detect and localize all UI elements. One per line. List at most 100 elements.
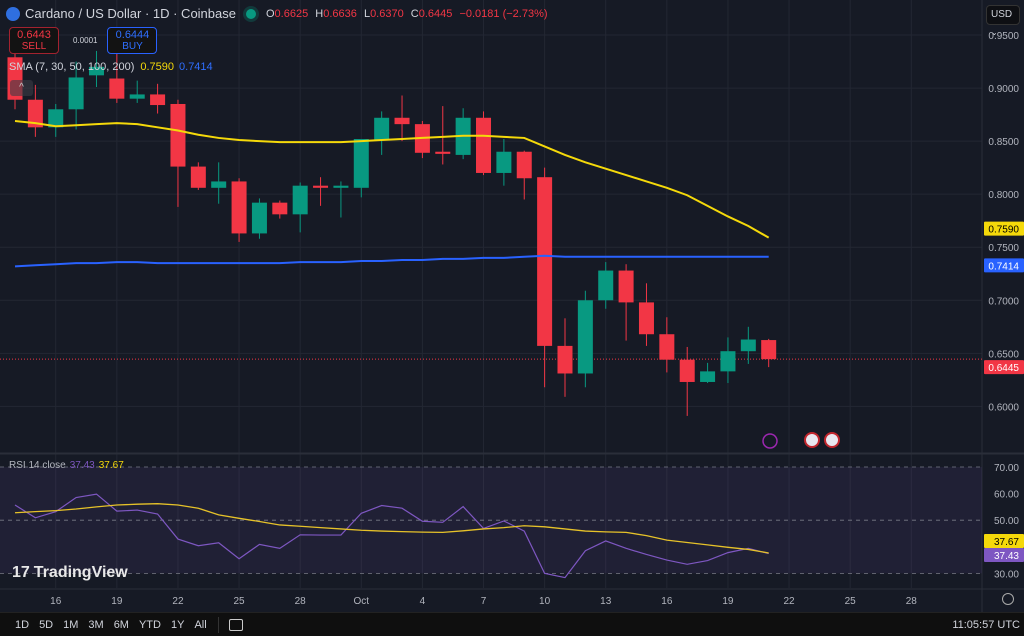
price-tick-label: 0.7500: [988, 243, 1019, 254]
candle-body: [496, 151, 512, 173]
ohlc-close: 0.6445: [418, 7, 453, 20]
candle-body: [659, 334, 675, 360]
rsi-axis-label: 37.43: [994, 551, 1019, 562]
candle-body: [516, 151, 532, 179]
candle-body: [88, 66, 104, 76]
symbol-title[interactable]: Cardano / US Dollar · 1D · Coinbase: [25, 6, 236, 21]
price-axis-label-bg: [984, 258, 1024, 273]
sma-legend[interactable]: SMA (7, 30, 50, 100, 200) 0.7590 0.7414: [9, 61, 213, 73]
rsi-value: 37.43: [69, 460, 95, 471]
candle-body: [476, 117, 492, 173]
cardano-logo-icon: [6, 6, 20, 21]
time-tick-label: Oct: [354, 596, 370, 607]
candle-body: [761, 340, 777, 360]
symbol-legend: Cardano / US Dollar · 1D · Coinbase O0.6…: [6, 6, 552, 21]
sma-label: SMA (7, 30, 50, 100, 200): [9, 61, 135, 73]
sma-line-blue: [14, 254, 769, 268]
candle-body: [435, 151, 451, 154]
ohlc-key: O: [265, 7, 275, 20]
price-tick-label: 0.9000: [988, 84, 1019, 95]
time-tick-label: 19: [722, 596, 734, 607]
range-ytd[interactable]: YTD: [138, 618, 161, 631]
rsi-label: RSI 14 close: [9, 460, 66, 471]
candle-body: [740, 339, 756, 352]
lightning-event-icon: [762, 433, 778, 449]
candle-body: [700, 371, 716, 382]
time-tick-label: 13: [600, 596, 612, 607]
candle-body: [129, 94, 145, 99]
rsi-axis-label-bg: [984, 547, 1024, 562]
price-axis-label-bg: [984, 221, 1024, 236]
sma-value-blue: 0.7414: [179, 61, 213, 73]
ohlc-key: C: [410, 7, 419, 20]
candle-body: [27, 99, 43, 128]
price-tick-label: 0.6000: [988, 402, 1019, 413]
candle-body: [598, 270, 614, 301]
us-flag-icon: [824, 432, 840, 448]
candle-body: [353, 138, 369, 188]
rsi-ma-value: 37.67: [98, 460, 124, 471]
trade-panel: 0.6443 SELL 0.0001 0.6444 BUY: [9, 27, 158, 54]
candle-body: [68, 77, 84, 110]
chart-settings-icon[interactable]: [1002, 593, 1014, 605]
range-1m[interactable]: 1M: [63, 618, 79, 631]
calendar-goto-icon[interactable]: [228, 618, 243, 631]
range-1y[interactable]: 1Y: [170, 618, 185, 631]
candle-body: [394, 117, 410, 125]
chart-canvas[interactable]: 0.9500 0.9000 0.8500 0.8000 0.7500 0.7000 0.65…: [0, 0, 1024, 612]
price-axis-label-bg: [984, 360, 1024, 375]
time-tick-label: 7: [481, 596, 487, 607]
range-all[interactable]: All: [194, 618, 207, 631]
market-status-icon: [245, 8, 256, 19]
price-tick-label: 0.8000: [988, 190, 1019, 201]
sell-button[interactable]: 0.6443 SELL: [9, 27, 59, 54]
candle-body: [170, 103, 186, 167]
candle-body: [190, 166, 206, 188]
brand-name: TradingView: [33, 564, 128, 581]
range-1d[interactable]: 1D: [15, 618, 30, 631]
ohlc-low: 0.6370: [370, 7, 404, 20]
candle-body: [150, 94, 166, 106]
rsi-ma-line: [14, 503, 769, 554]
price-axis-label: 0.7414: [988, 261, 1019, 272]
candle-body: [109, 78, 125, 99]
clock[interactable]: 11:05:57 UTC: [952, 618, 1020, 631]
range-3m[interactable]: 3M: [88, 618, 104, 631]
range-6m[interactable]: 6M: [113, 618, 129, 631]
bottom-toolbar: 1D 5D 1M 3M 6M YTD 1Y All 11:05:57 UTC: [0, 612, 1024, 636]
ohlc-open: 0.6625: [274, 7, 309, 20]
time-tick-label: 28: [906, 596, 918, 607]
candle-body: [618, 270, 634, 303]
candle-body: [211, 181, 227, 188]
sell-price: 0.6443: [17, 29, 51, 41]
candle-body: [231, 181, 247, 234]
ohlc-values: O0.6625 H0.6636 L0.6370 C0.6445 −0.0181 …: [266, 8, 552, 20]
sell-label: SELL: [21, 41, 47, 52]
ohlc-key: L: [363, 7, 371, 20]
collapse-legend-button[interactable]: ^: [10, 80, 33, 96]
us-flag-icon: [804, 432, 820, 448]
buy-price: 0.6444: [115, 29, 150, 41]
candle-body: [577, 300, 593, 374]
buy-button[interactable]: 0.6444 BUY: [107, 27, 158, 54]
divider: [217, 616, 219, 633]
candle-body: [333, 185, 349, 188]
candle-body: [638, 302, 654, 335]
price-axis-label: 0.6445: [988, 363, 1019, 374]
price-tick-label: 0.6500: [988, 349, 1019, 360]
time-tick-label: 28: [295, 596, 307, 607]
time-tick-label: 19: [111, 596, 123, 607]
range-5d[interactable]: 5D: [39, 618, 54, 631]
candle-body: [292, 185, 308, 215]
candle-body: [272, 202, 288, 215]
time-tick-label: 10: [539, 596, 551, 607]
currency-value: USD: [991, 9, 1013, 20]
time-tick-label: 16: [661, 596, 673, 607]
rsi-tick-label: 30.00: [994, 569, 1019, 580]
currency-select[interactable]: USD ⌄: [986, 5, 1020, 37]
tradingview-logo[interactable]: 17 TradingView: [12, 564, 128, 582]
rsi-legend[interactable]: RSI 14 close 37.43 37.67: [9, 460, 124, 471]
tv-logo-icon: 17: [12, 564, 30, 581]
candle-body: [557, 345, 573, 374]
rsi-axis-label: 37.67: [994, 537, 1019, 548]
